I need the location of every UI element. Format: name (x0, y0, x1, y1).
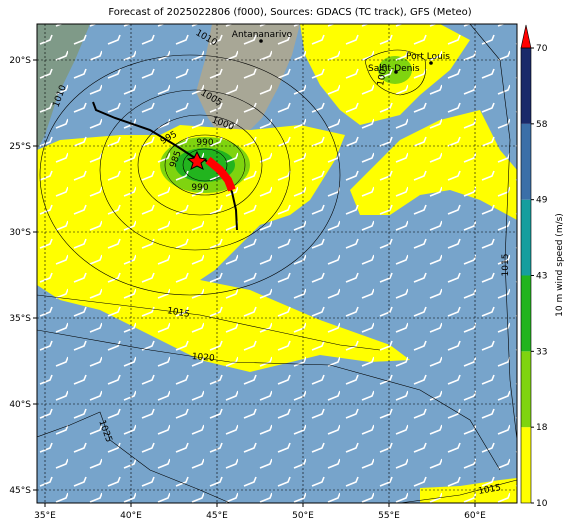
isobar-label: 1015 (501, 254, 511, 277)
y-tick-label: 30°S (9, 228, 31, 238)
colorbar-tick-label: 33 (536, 347, 547, 357)
colorbar-tick-label: 49 (536, 196, 548, 206)
isobar-label: 1020 (191, 352, 215, 364)
colorbar-segment (521, 123, 531, 200)
colorbar-tick-label: 70 (536, 44, 548, 54)
x-tick-label: 45°E (206, 511, 228, 521)
colorbar-segment (521, 351, 531, 428)
colorbar-tick-label: 18 (536, 423, 548, 433)
isobar-label: 1015 (478, 483, 502, 497)
place-label: Port Louis (406, 52, 450, 62)
isobar-label: 990 (191, 183, 208, 193)
city-marker (259, 39, 263, 43)
colorbar-tick-label: 58 (536, 120, 548, 130)
y-tick-label: 25°S (9, 142, 31, 152)
x-tick-label: 55°E (378, 511, 400, 521)
title: Forecast of 2025022806 (f000), Sources: … (108, 7, 471, 18)
x-tick-label: 35°E (34, 511, 56, 521)
x-tick-label: 50°E (292, 511, 314, 521)
x-tick-label: 60°E (464, 511, 486, 521)
y-tick-label: 40°S (9, 400, 31, 410)
city-marker (429, 61, 433, 65)
colorbar-tick-label: 10 (536, 499, 548, 509)
isobars (37, 24, 517, 503)
colorbar-extend (520, 24, 532, 49)
grid (37, 24, 517, 503)
y-tick-label: 20°S (9, 56, 31, 66)
colorbar-tick-label: 43 (536, 272, 547, 282)
place-label: Antananarivo (232, 30, 293, 40)
colorbar-label: 10 m wind speed (m/s) (555, 213, 565, 317)
tc-strong-wind (205, 156, 236, 192)
isobar-label: 1015 (166, 306, 190, 320)
map-area (37, 24, 517, 503)
map-frame (36, 23, 518, 504)
place-label: Saint-Denis (368, 64, 420, 74)
isobar-label: 990 (196, 138, 213, 148)
colorbar-segment (521, 48, 531, 124)
tc-position (186, 150, 208, 170)
colorbar-segment (521, 275, 531, 352)
x-tick-label: 40°E (120, 511, 142, 521)
isobar-label: 1005 (376, 63, 390, 87)
city-marker (394, 70, 398, 74)
colorbar-segment (521, 199, 531, 276)
y-tick-label: 45°S (9, 486, 31, 496)
wind-barbs (37, 24, 517, 503)
y-tick-label: 35°S (9, 314, 31, 324)
colorbar-segment (521, 427, 531, 503)
